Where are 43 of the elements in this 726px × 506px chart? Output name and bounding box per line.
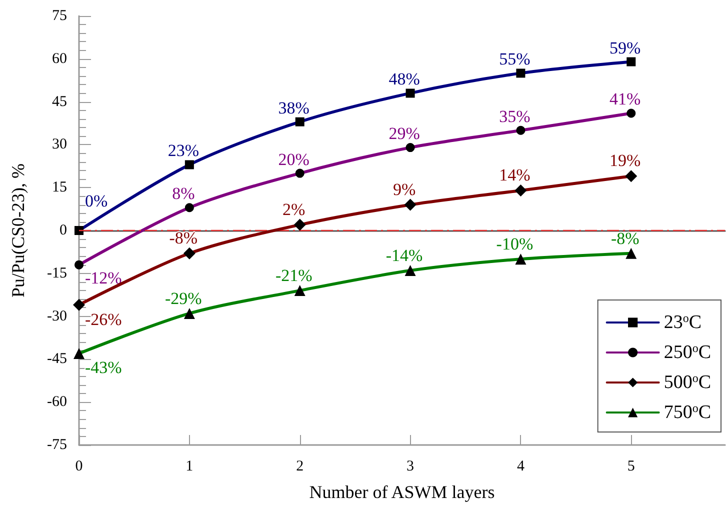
y-tick-label: -60	[47, 394, 67, 410]
x-tick-label: 3	[406, 458, 414, 474]
y-tick-label: -75	[47, 437, 67, 453]
data-label: 55%	[499, 50, 530, 69]
data-label: -14%	[386, 246, 423, 266]
data-label: 48%	[388, 70, 420, 89]
data-label: -29%	[165, 288, 202, 308]
data-label: 8%	[172, 184, 195, 204]
y-tick-label: -30	[47, 308, 67, 324]
data-label: -26%	[85, 310, 122, 329]
data-label: -21%	[275, 266, 312, 286]
data-label: -43%	[85, 358, 122, 377]
data-label: 19%	[610, 151, 641, 170]
data-label: 9%	[392, 180, 416, 199]
y-tick-label: -15	[47, 265, 67, 282]
y-tick-label: 45	[52, 94, 67, 110]
y-axis-title: Pu/Pu(CS0-23), %	[8, 163, 28, 298]
y-tick-label: 15	[52, 180, 67, 196]
y-tick-label: 0	[60, 222, 67, 238]
data-label: -8%	[610, 228, 640, 248]
data-label: -10%	[496, 234, 534, 254]
data-label: 14%	[499, 165, 530, 184]
x-axis-title: Number of ASWM layers	[309, 482, 495, 502]
x-tick-label: 2	[296, 458, 304, 474]
data-label: 35%	[499, 106, 530, 126]
y-tick-label: 75	[52, 8, 67, 24]
data-label: 59%	[610, 38, 641, 58]
x-tick-label: 1	[186, 458, 194, 474]
data-label: 29%	[388, 124, 420, 144]
data-label: 20%	[278, 150, 310, 169]
y-tick-label: -45	[47, 351, 67, 368]
data-label: 23%	[168, 141, 200, 160]
y-tick-label: 60	[52, 50, 67, 67]
data-label: 2%	[282, 200, 306, 219]
data-label: 38%	[278, 98, 310, 118]
data-label: -12%	[85, 268, 122, 288]
data-label: 0%	[85, 192, 108, 211]
x-tick-label: 4	[516, 458, 525, 474]
x-tick-label: 5	[627, 458, 635, 474]
data-label: -8%	[169, 228, 198, 248]
data-label: 41%	[610, 90, 641, 109]
y-tick-label: 30	[52, 136, 67, 153]
x-tick-label: 0	[75, 458, 83, 474]
